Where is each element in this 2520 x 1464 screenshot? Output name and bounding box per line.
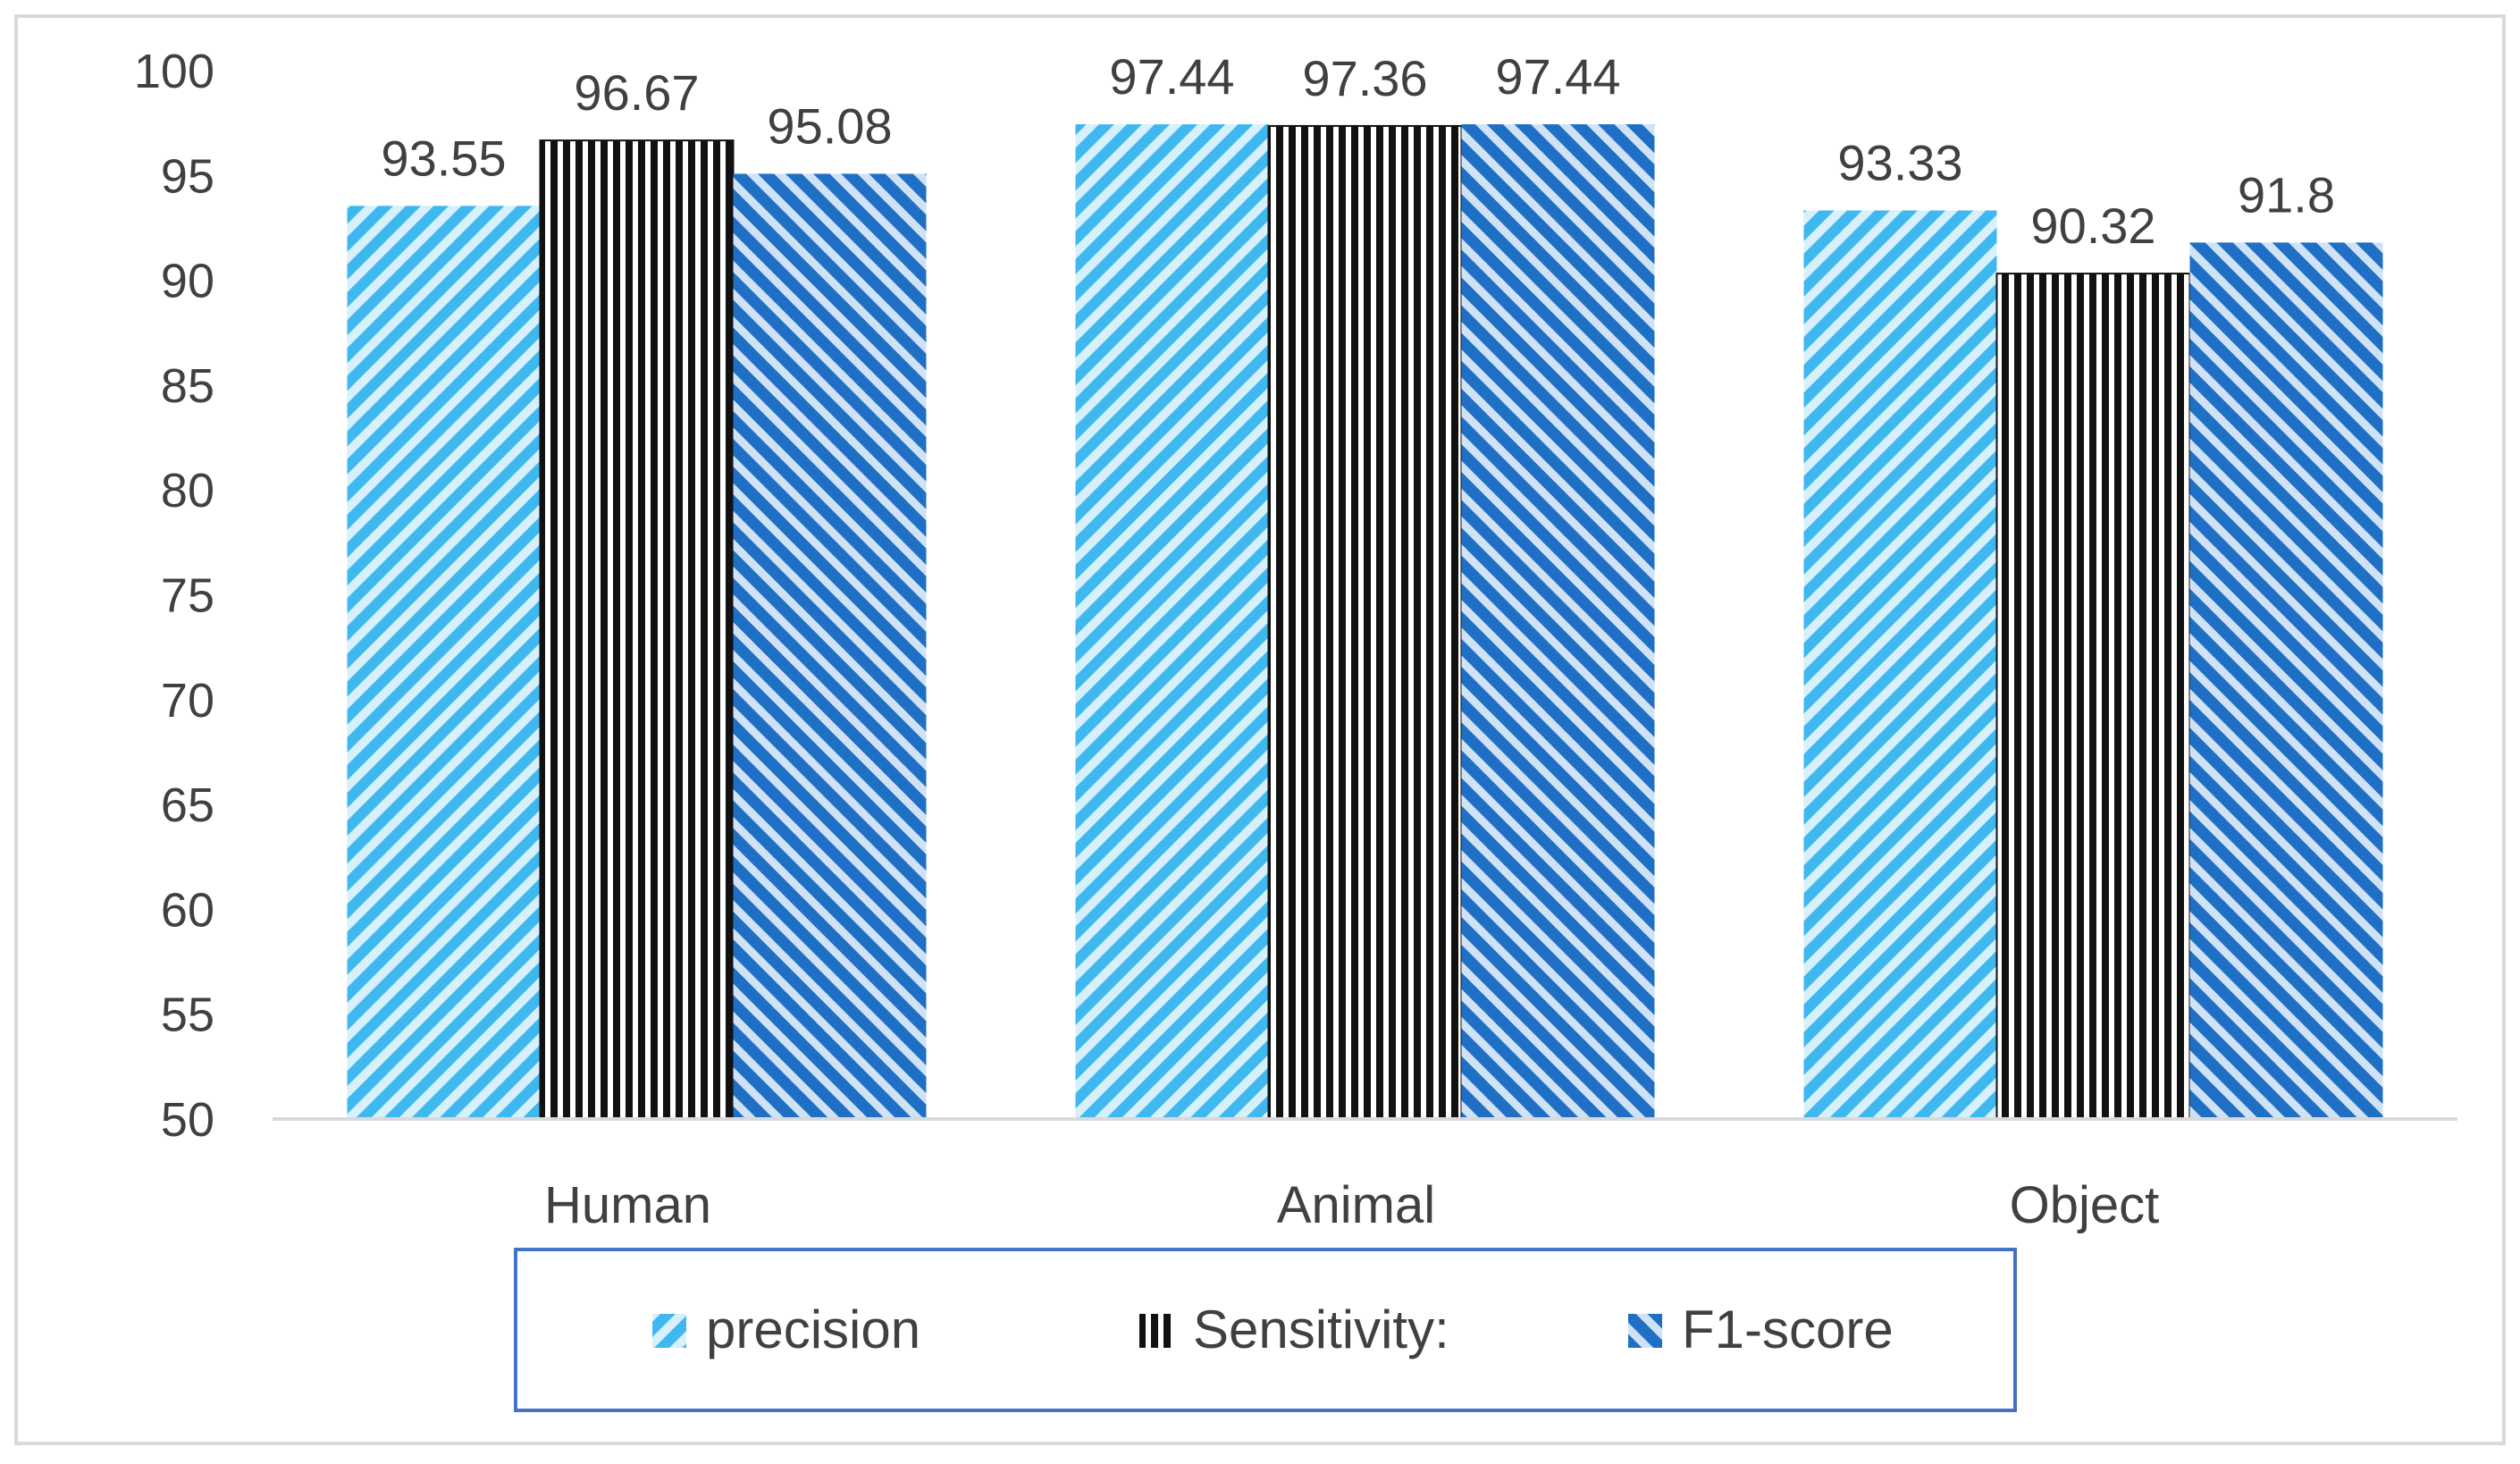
y-tick-label: 55 (161, 989, 214, 1042)
data-label: 91.8 (2238, 166, 2335, 223)
y-tick-label: 75 (161, 569, 214, 623)
x-category-label: Object (2010, 1176, 2160, 1234)
y-tick-label: 95 (161, 149, 214, 203)
legend-swatch (1139, 1314, 1173, 1348)
data-labels: 93.55 96.67 95.08 97.44 97.36 97.44 93.33 90.32… (381, 48, 2335, 254)
x-category-label: Human (544, 1176, 711, 1234)
bar-sensitivity-object (1995, 273, 2191, 1121)
legend: precision Sensitivity: F1-score (514, 1248, 2017, 1412)
y-axis: 50 55 60 65 70 75 80 85 90 95 100 (134, 45, 214, 1147)
bar-sensitivity-animal (1267, 124, 1463, 1120)
y-tick-label: 90 (161, 255, 214, 308)
bar-precision-animal (1075, 124, 1269, 1119)
bar-f1-score-object (2189, 242, 2383, 1119)
bars (347, 124, 2383, 1121)
data-label: 96.67 (574, 64, 699, 121)
legend-label: Sensitivity: (1193, 1300, 1449, 1359)
legend-label: F1-score (1682, 1300, 1894, 1359)
y-tick-label: 85 (161, 359, 214, 413)
data-label: 97.44 (1495, 48, 1620, 105)
data-label: 97.36 (1302, 50, 1427, 106)
x-category-label: Animal (1277, 1176, 1435, 1234)
data-label: 95.08 (767, 97, 892, 154)
legend-swatch (1628, 1314, 1662, 1348)
y-tick-label: 100 (134, 45, 214, 98)
data-label: 90.32 (2030, 198, 2155, 254)
bar-precision-human (347, 206, 541, 1119)
legend-label: precision (706, 1300, 920, 1359)
legend-swatch (652, 1314, 686, 1348)
data-label: 93.55 (381, 130, 506, 186)
y-tick-label: 50 (161, 1093, 214, 1147)
y-tick-label: 80 (161, 464, 214, 517)
x-axis: Human Animal Object (544, 1176, 2159, 1234)
bar-f1-score-animal (1461, 124, 1655, 1119)
data-label: 93.33 (1837, 134, 1962, 190)
y-tick-label: 70 (161, 674, 214, 728)
legend-box (514, 1248, 2017, 1412)
bar-sensitivity-human (539, 139, 735, 1120)
bar-f1-score-human (733, 173, 927, 1119)
data-label: 97.44 (1109, 48, 1234, 105)
y-tick-label: 60 (161, 883, 214, 937)
bar-precision-object (1803, 210, 1997, 1119)
y-tick-label: 65 (161, 778, 214, 832)
